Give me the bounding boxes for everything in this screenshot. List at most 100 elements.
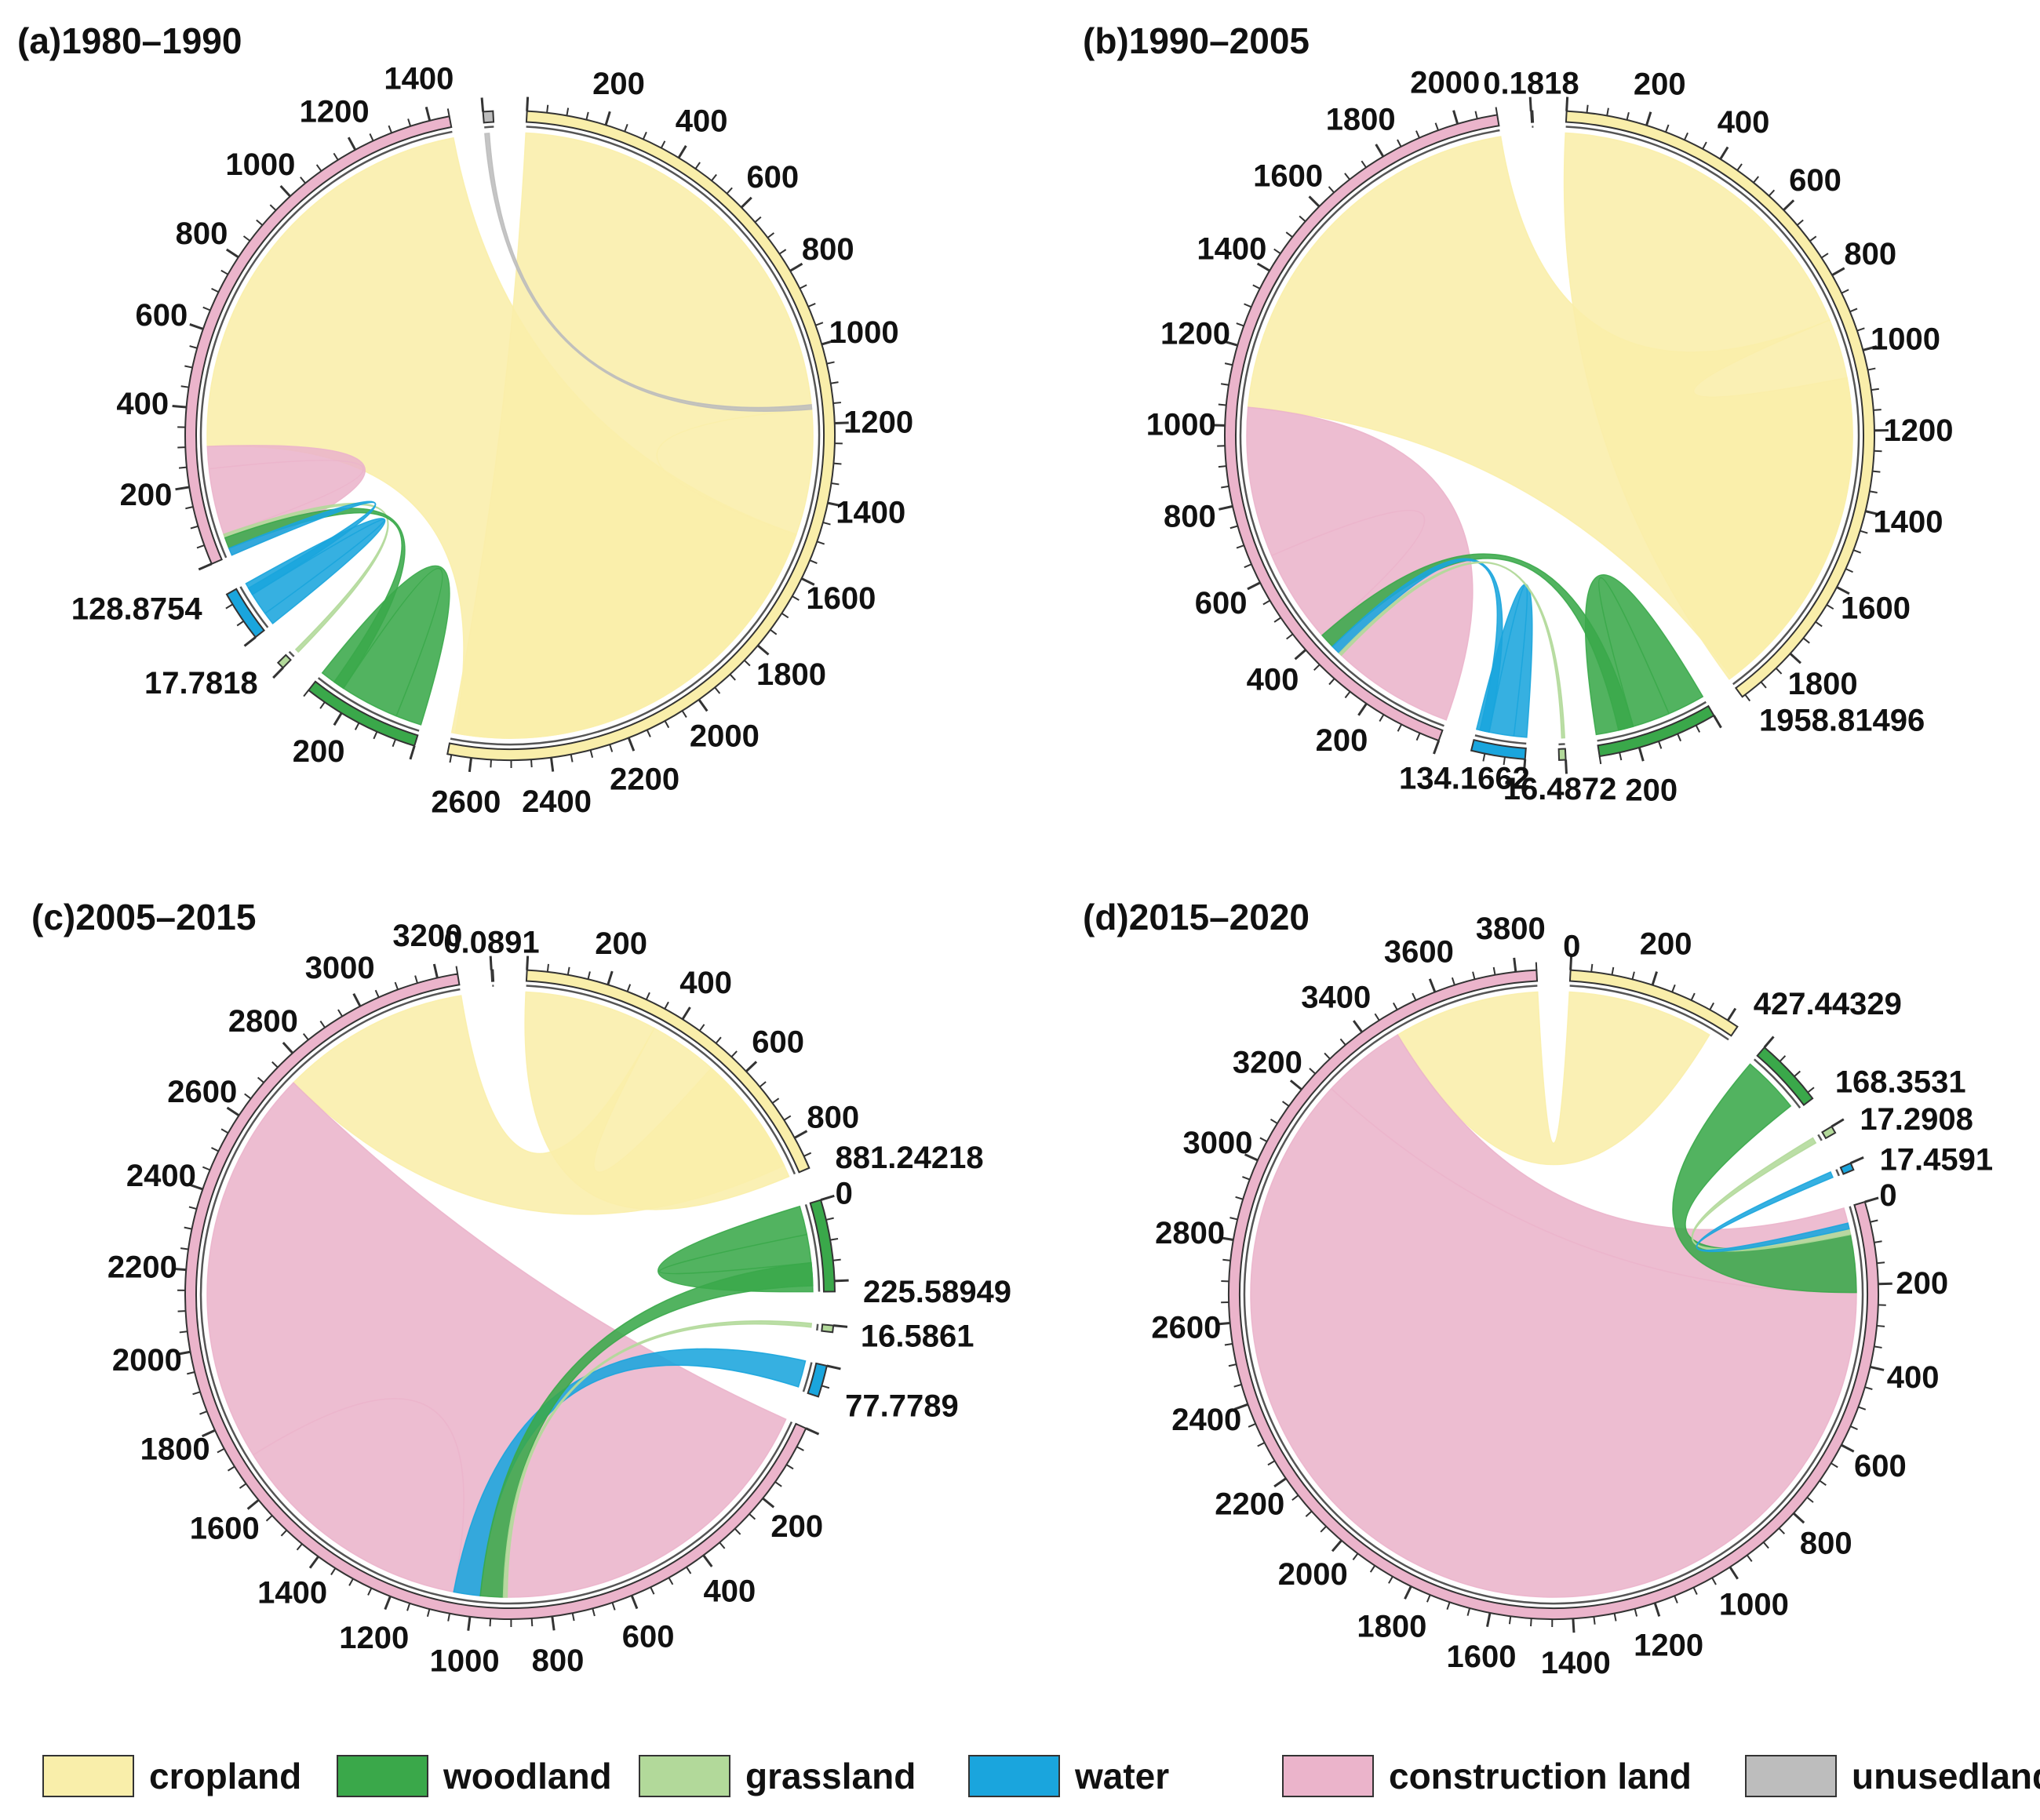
major-tick — [1522, 759, 1527, 774]
major-tick — [607, 970, 614, 985]
legend-swatch-cropland — [42, 1755, 134, 1797]
major-tick — [740, 196, 752, 209]
minor-tick — [1778, 1527, 1786, 1534]
segment-arc-unusedland — [1530, 110, 1535, 123]
minor-tick — [1794, 1070, 1801, 1077]
tick-label: 1800 — [756, 657, 826, 692]
segment-inner-line-woodland — [804, 1204, 821, 1292]
major-tick — [627, 737, 636, 752]
minor-tick — [1674, 1595, 1678, 1603]
minor-tick — [256, 219, 264, 226]
segment-arc-woodland — [307, 680, 419, 747]
minor-tick — [830, 381, 839, 384]
minor-tick — [1619, 752, 1623, 761]
tick-label: 600 — [136, 298, 188, 333]
tick-label: 1000 — [225, 147, 295, 182]
segment-arc-unusedland — [482, 110, 495, 124]
minor-tick — [180, 385, 189, 388]
minor-tick — [1495, 107, 1499, 115]
minor-tick — [1598, 755, 1602, 765]
major-tick — [1763, 1036, 1775, 1049]
major-tick — [347, 136, 357, 151]
minor-tick — [1841, 289, 1849, 294]
tick-label: 1200 — [1883, 413, 1953, 448]
minor-tick — [650, 1586, 655, 1595]
minor-tick — [1503, 756, 1506, 766]
minor-tick — [1339, 1038, 1346, 1046]
minor-tick — [1711, 1577, 1717, 1585]
minor-tick — [792, 595, 800, 601]
major-tick — [1572, 1618, 1576, 1633]
legend: cropland woodland grassland water constructi… — [42, 1755, 2040, 1797]
minor-tick — [1426, 1594, 1431, 1603]
minor-tick — [302, 1033, 309, 1041]
chord-axis: 2004006008001000120014001600180020002200… — [71, 62, 913, 820]
minor-tick — [1235, 1196, 1244, 1200]
minor-tick — [587, 971, 591, 980]
tick-label: 3000 — [305, 951, 375, 985]
tick-label: 2400 — [126, 1159, 196, 1193]
major-tick — [1244, 1153, 1259, 1162]
minor-tick — [447, 1613, 451, 1622]
minor-tick — [1845, 568, 1853, 573]
segment-arc-water — [807, 1362, 829, 1398]
segment-inner-line-woodland — [1753, 1058, 1801, 1108]
major-tick — [175, 486, 190, 491]
minor-tick — [1320, 1525, 1327, 1533]
chord-ribbons — [206, 132, 814, 739]
chord-axis: 2000427.44329168.353117.290817.459120040… — [1151, 912, 1993, 1680]
major-tick — [1211, 424, 1226, 427]
minor-tick — [303, 690, 310, 697]
minor-tick — [1590, 963, 1594, 972]
tick-label: 3200 — [392, 919, 462, 953]
major-tick — [834, 1279, 849, 1283]
tick-label: 1800 — [140, 1432, 210, 1467]
tick-label: 1600 — [190, 1512, 260, 1546]
major-tick — [549, 757, 555, 772]
segment-arc-construction-land — [1228, 969, 1879, 1620]
segment-arc-grassland — [1821, 1125, 1837, 1140]
tick-label: 200 — [293, 734, 345, 769]
minor-tick — [257, 1076, 264, 1083]
tick-label: 400 — [676, 104, 728, 138]
major-tick — [1831, 1118, 1845, 1128]
major-tick — [352, 993, 362, 1007]
major-tick — [1719, 146, 1729, 160]
minor-tick — [1224, 1342, 1233, 1346]
minor-tick — [1690, 992, 1696, 1001]
major-tick — [1513, 957, 1517, 972]
tick-label: 1400 — [1874, 505, 1943, 540]
minor-tick — [1224, 362, 1233, 366]
minor-tick — [1328, 186, 1335, 194]
minor-tick — [187, 1371, 195, 1375]
minor-tick — [1606, 107, 1609, 116]
minor-tick — [227, 1465, 235, 1472]
minor-tick — [767, 232, 774, 238]
minor-tick — [1869, 490, 1878, 493]
minor-tick — [1874, 1345, 1882, 1349]
minor-tick — [1397, 139, 1402, 147]
minor-tick — [180, 1247, 189, 1250]
segment-total-label: 0.1818 — [1483, 67, 1579, 101]
segment-arc-water — [1470, 738, 1527, 760]
minor-tick — [749, 1513, 756, 1520]
major-tick — [1357, 703, 1368, 716]
minor-tick — [646, 729, 651, 737]
minor-tick — [624, 123, 628, 133]
major-tick — [526, 96, 530, 111]
major-tick — [1223, 340, 1238, 347]
tick-label: 3400 — [1301, 980, 1371, 1014]
minor-tick — [1665, 124, 1670, 133]
minor-tick — [816, 541, 825, 545]
minor-tick — [1344, 691, 1351, 699]
major-tick — [1433, 740, 1441, 755]
tick-label: 600 — [1789, 163, 1841, 198]
legend-label-cropland: cropland — [149, 1756, 301, 1796]
minor-tick — [1586, 104, 1589, 113]
minor-tick — [1369, 1565, 1376, 1573]
panel-title: (c)2005–2015 — [31, 897, 256, 937]
chord-ribbon-woodland-to-woodland — [321, 565, 450, 726]
segment-arc-cropland — [1565, 110, 1875, 698]
minor-tick — [490, 759, 492, 768]
segment-arc-construction-land — [184, 115, 453, 566]
